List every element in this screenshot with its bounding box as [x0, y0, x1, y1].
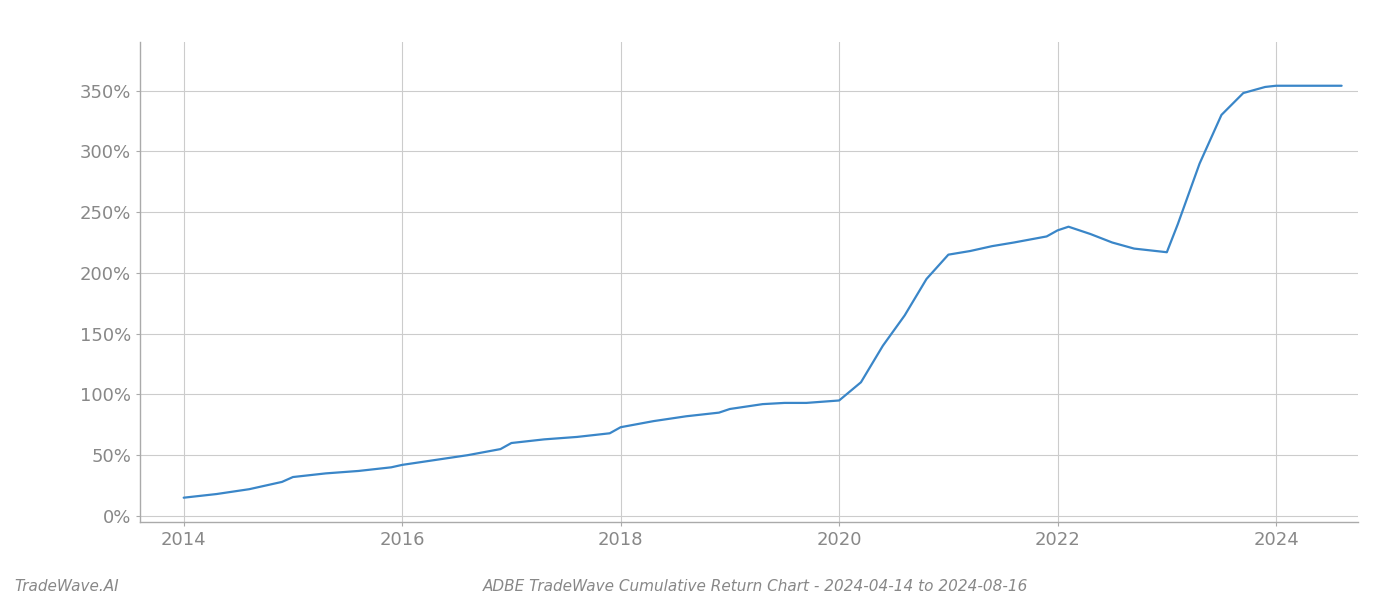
Text: ADBE TradeWave Cumulative Return Chart - 2024-04-14 to 2024-08-16: ADBE TradeWave Cumulative Return Chart -…: [483, 579, 1029, 594]
Text: TradeWave.AI: TradeWave.AI: [14, 579, 119, 594]
